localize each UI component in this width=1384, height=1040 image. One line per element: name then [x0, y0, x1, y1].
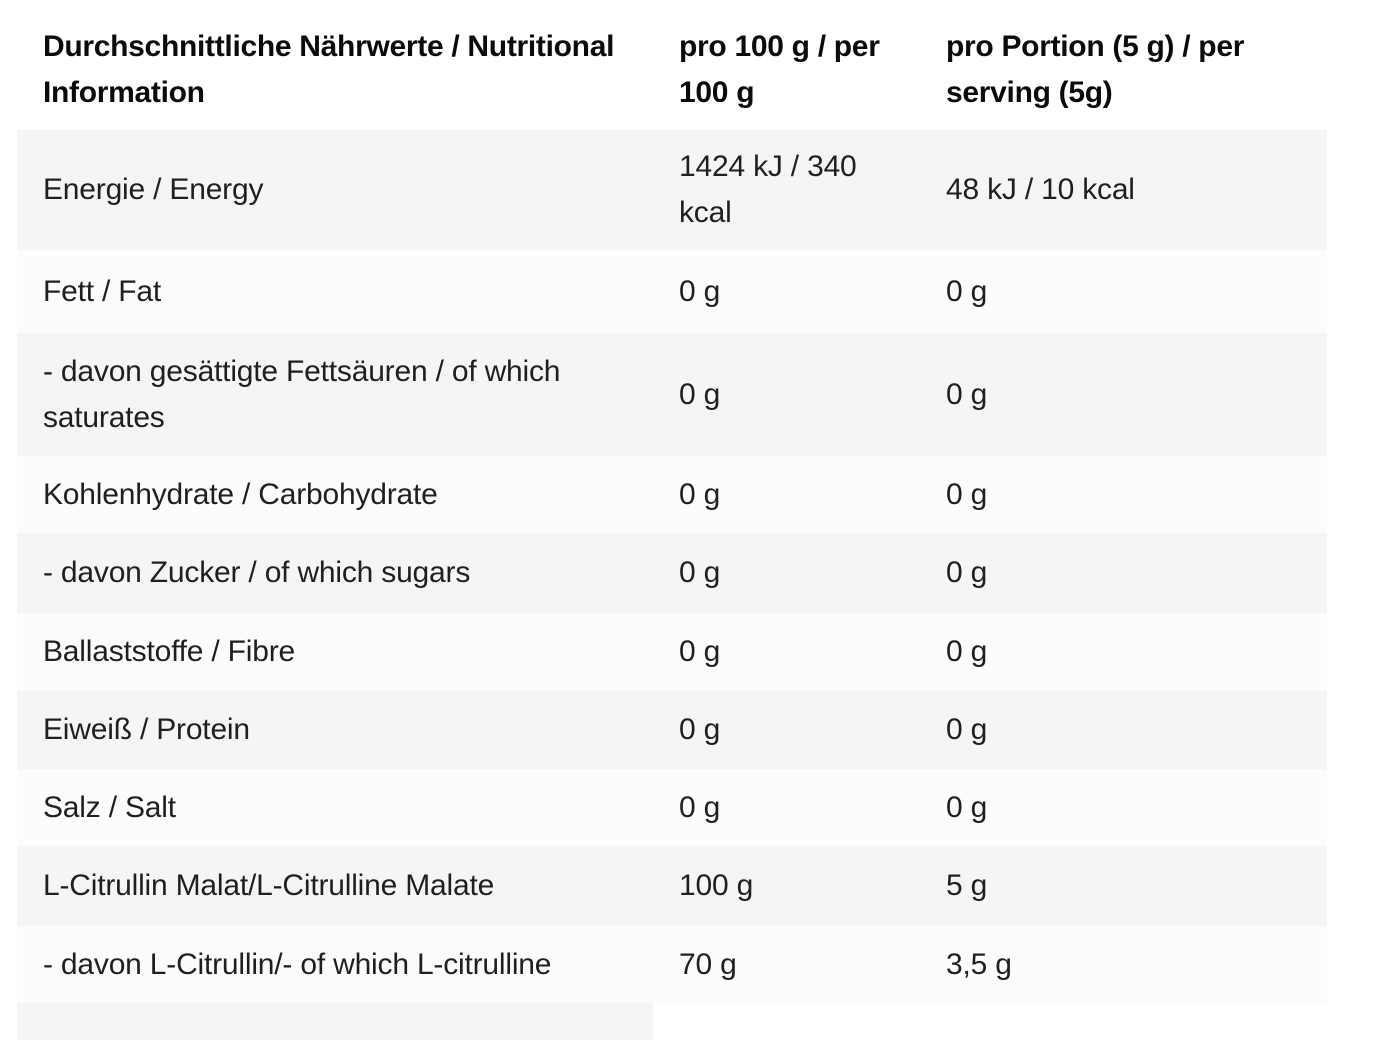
nutrient-label: Eiweiß / Protein	[17, 691, 653, 769]
per-100g-value: 0 g	[653, 533, 920, 613]
nutrient-label: Ballaststoffe / Fibre	[17, 613, 653, 691]
per-serving-value: 0 g	[920, 456, 1327, 533]
per-serving-value: 0 g	[920, 613, 1327, 691]
nutrition-table: Durchschnittliche Nährwerte / Nutritiona…	[17, 10, 1327, 1003]
per-100g-value: 1424 kJ / 340 kcal	[653, 130, 920, 250]
per-serving-value: 0 g	[920, 250, 1327, 333]
nutrient-label: - davon gesättigte Fettsäuren / of which…	[17, 333, 653, 456]
per-serving-value: 0 g	[920, 333, 1327, 456]
per-serving-value: 5 g	[920, 846, 1327, 926]
per-serving-value: 0 g	[920, 533, 1327, 613]
header-per-serving: pro Portion (5 g) / per serving (5g)	[920, 10, 1327, 130]
per-100g-value: 0 g	[653, 613, 920, 691]
nutrient-label: - davon L-Citrullin/- of which L-citrull…	[17, 926, 653, 1003]
per-100g-value: 0 g	[653, 250, 920, 333]
table-row-saturates: - davon gesättigte Fettsäuren / of which…	[17, 333, 1327, 456]
table-row-energy: Energie / Energy 1424 kJ / 340 kcal 48 k…	[17, 130, 1327, 250]
nutrient-label: Energie / Energy	[17, 130, 653, 250]
per-100g-value: 0 g	[653, 333, 920, 456]
nutrient-label: Kohlenhydrate / Carbohydrate	[17, 456, 653, 533]
per-100g-value: 0 g	[653, 769, 920, 846]
header-per-100g: pro 100 g / per 100 g	[653, 10, 920, 130]
table-row-protein: Eiweiß / Protein 0 g 0 g	[17, 691, 1327, 769]
table-header-row: Durchschnittliche Nährwerte / Nutritiona…	[17, 10, 1327, 130]
per-100g-value: 0 g	[653, 456, 920, 533]
nutrient-label: Fett / Fat	[17, 250, 653, 333]
table-row-citrulline: - davon L-Citrullin/- of which L-citrull…	[17, 926, 1327, 1003]
per-serving-value: 0 g	[920, 769, 1327, 846]
table-row-carbohydrate: Kohlenhydrate / Carbohydrate 0 g 0 g	[17, 456, 1327, 533]
per-serving-value: 3,5 g	[920, 926, 1327, 1003]
nutrient-label: - davon Zucker / of which sugars	[17, 533, 653, 613]
table-row-fat: Fett / Fat 0 g 0 g	[17, 250, 1327, 333]
table-row-fibre: Ballaststoffe / Fibre 0 g 0 g	[17, 613, 1327, 691]
next-row-partial	[17, 1003, 653, 1040]
nutrient-label: Salz / Salt	[17, 769, 653, 846]
table-row-salt: Salz / Salt 0 g 0 g	[17, 769, 1327, 846]
per-100g-value: 0 g	[653, 691, 920, 769]
nutrient-label: L-Citrullin Malat/L-Citrulline Malate	[17, 846, 653, 926]
per-serving-value: 48 kJ / 10 kcal	[920, 130, 1327, 250]
table-row-citrulline-malate: L-Citrullin Malat/L-Citrulline Malate 10…	[17, 846, 1327, 926]
per-100g-value: 70 g	[653, 926, 920, 1003]
header-nutrient: Durchschnittliche Nährwerte / Nutritiona…	[17, 10, 653, 130]
per-serving-value: 0 g	[920, 691, 1327, 769]
table-row-sugars: - davon Zucker / of which sugars 0 g 0 g	[17, 533, 1327, 613]
per-100g-value: 100 g	[653, 846, 920, 926]
